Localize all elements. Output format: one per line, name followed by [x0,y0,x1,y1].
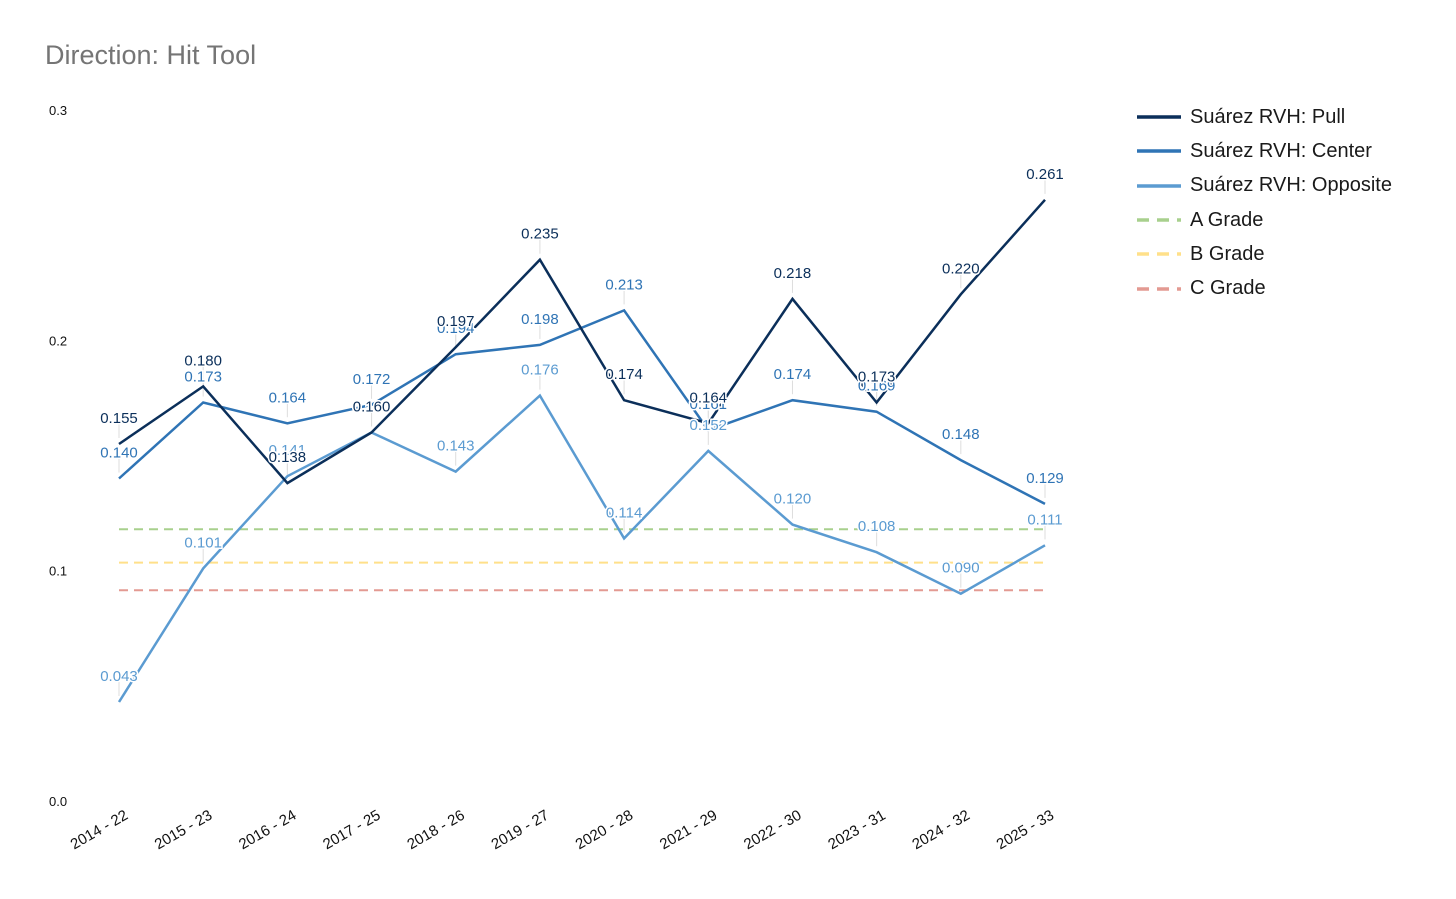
y-tick-label: 0.0 [49,794,67,809]
data-label: 0.194 [437,320,475,337]
line-chart: 0.0 0.1 0.2 0.3 2014 - 22 2015 - 23 2016 - 24… [49,103,1066,853]
y-tick-label: 0.2 [49,333,67,348]
x-tick-label: 2022 - 30 [741,807,804,853]
x-tick-label: 2015 - 23 [152,807,215,853]
x-tick-label: 2025 - 33 [994,807,1057,853]
data-label: 0.148 [942,426,980,443]
data-label: 0.218 [774,265,812,282]
data-label: 0.197 [437,313,475,330]
legend-item-b-grade[interactable]: B Grade [1136,237,1446,271]
data-label: 0.114 [606,504,642,521]
legend-swatch-pull [1137,115,1181,119]
data-label: 0.180 [184,352,222,369]
legend-item-a-grade[interactable]: A Grade [1136,203,1446,237]
data-label: 0.220 [942,260,980,277]
data-label: 0.108 [858,518,896,535]
data-label: 0.174 [774,366,812,383]
x-tick-label: 2019 - 27 [489,807,552,853]
legend-label-c-grade: C Grade [1190,277,1266,300]
series-line-su-rez-rvh-pull [118,198,1046,485]
data-label: 0.155 [100,410,138,427]
x-tick-label: 2018 - 26 [404,807,467,853]
data-label: 0.161 [689,396,727,413]
legend-swatch-opposite [1137,183,1181,188]
data-labels: 0.043 0.101 0.141 0.160 0.143 0.176 0.114 0.152… [99,164,1066,686]
legend-label-a-grade: A Grade [1190,208,1264,231]
x-tick-label: 2023 - 31 [825,807,888,853]
data-label: 0.111 [1027,511,1062,528]
legend-label-b-grade: B Grade [1190,242,1265,265]
data-label: 0.160 [353,398,391,415]
x-tick-label: 2016 - 24 [236,807,299,853]
data-label: 0.173 [184,369,222,386]
data-label: 0.235 [521,226,559,243]
data-label: 0.174 [605,366,643,383]
data-label: 0.169 [858,378,896,395]
y-axis: 0.0 0.1 0.2 0.3 [49,103,67,809]
data-label: 0.140 [100,445,138,462]
data-label: 0.138 [269,449,307,466]
x-tick-label: 2021 - 29 [657,807,720,853]
data-label: 0.090 [942,560,980,577]
data-label: 0.043 [100,668,138,685]
data-label: 0.120 [774,491,812,508]
series-lines [117,198,1046,703]
chart-title: Direction: Hit Tool [45,40,257,70]
legend-item-c-grade[interactable]: C Grade [1136,271,1446,305]
data-label: 0.164 [689,389,727,406]
legend: Suárez RVH: Pull Suárez RVH: Center Suár… [1136,100,1446,306]
data-label: 0.173 [858,369,896,386]
series-line-su-rez-rvh-opposite [117,393,1046,703]
data-label: 0.101 [184,534,222,551]
legend-swatch-b-grade [1137,252,1181,257]
data-label: 0.141 [269,442,307,459]
series-line-su-rez-rvh-center [118,308,1046,506]
legend-swatch-c-grade [1137,286,1181,291]
x-tick-label: 2024 - 32 [909,807,972,853]
x-tick-label: 2014 - 22 [68,807,131,853]
data-label: 0.261 [1026,166,1064,183]
y-tick-label: 0.1 [49,564,67,579]
legend-item-pull[interactable]: Suárez RVH: Pull [1136,100,1446,134]
x-axis: 2014 - 22 2015 - 23 2016 - 24 2017 - 25 2018… [68,807,1057,853]
x-tick-label: 2017 - 25 [320,807,383,853]
legend-item-opposite[interactable]: Suárez RVH: Opposite [1136,169,1446,203]
data-label: 0.160 [353,398,391,415]
data-label: 0.164 [269,389,307,406]
data-label: 0.172 [353,371,391,388]
legend-label-pull: Suárez RVH: Pull [1190,105,1346,128]
data-label: 0.198 [521,311,559,328]
data-label: 0.152 [689,417,727,434]
legend-label-center: Suárez RVH: Center [1190,139,1372,162]
data-label: 0.143 [437,438,475,455]
data-label: 0.176 [521,362,559,379]
legend-item-center[interactable]: Suárez RVH: Center [1136,134,1446,168]
data-label: 0.213 [605,276,643,293]
y-tick-label: 0.3 [49,103,67,118]
data-label: 0.129 [1026,470,1064,487]
legend-swatch-center [1137,149,1181,154]
x-tick-label: 2020 - 28 [573,807,636,853]
legend-swatch-a-grade [1137,218,1181,222]
label-leader-lines [118,177,1046,696]
legend-label-opposite: Suárez RVH: Opposite [1190,174,1392,197]
